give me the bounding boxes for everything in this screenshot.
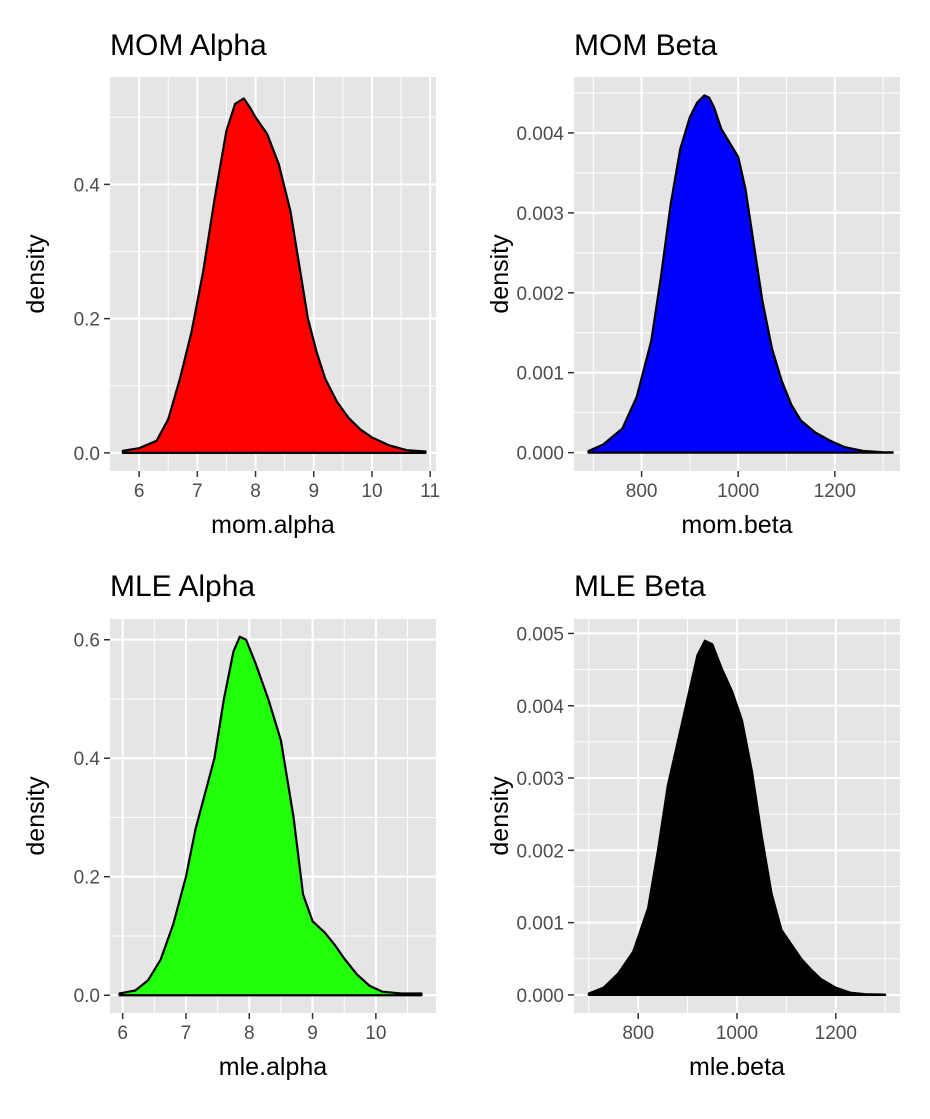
- panel-title: MLE Alpha: [110, 570, 255, 603]
- y-tick-label: 0.6: [74, 631, 100, 652]
- x-tick-label: 10: [361, 481, 382, 502]
- density-area: [587, 94, 894, 454]
- x-tick-label: 8: [250, 481, 261, 502]
- y-tick-label: 0.4: [74, 749, 101, 770]
- x-tick-label: 8: [244, 1023, 255, 1044]
- x-axis-title: mom.beta: [681, 511, 792, 539]
- density-area: [118, 635, 423, 997]
- y-tick-label: 0.0: [74, 986, 100, 1007]
- x-tick-label: 6: [134, 481, 145, 502]
- x-axis-title: mle.alpha: [219, 1053, 327, 1081]
- panel-title: MLE Beta: [574, 570, 706, 603]
- y-tick-label: 0.002: [516, 284, 564, 305]
- panel-title: MOM Alpha: [110, 29, 267, 62]
- x-tick-label: 1200: [815, 1023, 857, 1044]
- y-tick-label: 0.2: [74, 310, 100, 331]
- y-axis-title: density: [486, 234, 514, 314]
- y-axis-title: density: [22, 776, 50, 856]
- panel-title: MOM Beta: [574, 29, 718, 62]
- y-tick-label: 0.003: [516, 769, 564, 790]
- panel-1: 6 7 8 9 10 11 0.0 0.2 0.4 MOM Alpha mom.alpha densi…: [22, 29, 440, 539]
- density-area: [121, 97, 427, 454]
- x-tick-label: 7: [181, 1023, 192, 1044]
- y-tick-label: 0.2: [74, 868, 100, 889]
- y-axis-title: density: [22, 234, 50, 314]
- x-tick-label: 1200: [814, 481, 856, 502]
- x-tick-label: 1000: [716, 1023, 758, 1044]
- panel-2: 800 1000 1200 0.000 0.001 0.002 0.003 0.004 MOM …: [486, 29, 900, 539]
- x-tick-label: 9: [308, 481, 319, 502]
- y-axis-title: density: [486, 776, 514, 856]
- x-axis-title: mom.alpha: [211, 511, 335, 539]
- y-tick-label: 0.002: [516, 841, 564, 862]
- y-tick-label: 0.003: [516, 204, 564, 225]
- y-tick-label: 0.000: [516, 986, 564, 1007]
- x-tick-label: 11: [420, 481, 440, 502]
- y-tick-label: 0.4: [74, 175, 101, 196]
- y-tick-label: 0.004: [516, 124, 564, 145]
- panel-3: 6 7 8 9 10 0.0 0.2 0.4 0.6 MLE Alpha mle.alpha dens…: [22, 570, 436, 1081]
- y-tick-label: 0.001: [516, 914, 564, 935]
- y-tick-label: 0.004: [516, 697, 564, 718]
- panel-4: 800 1000 1200 0.000 0.001 0.002 0.003 0.004 0.00…: [486, 570, 900, 1081]
- x-tick-label: 6: [117, 1023, 128, 1044]
- x-tick-label: 9: [307, 1023, 318, 1044]
- x-tick-label: 800: [622, 1023, 654, 1044]
- y-tick-label: 0.005: [516, 624, 564, 645]
- y-tick-label: 0.000: [516, 444, 564, 465]
- y-tick-label: 0.001: [516, 364, 564, 385]
- density-area: [587, 639, 887, 997]
- y-tick-label: 0.0: [74, 444, 100, 465]
- x-tick-label: 7: [192, 481, 203, 502]
- x-axis-title: mle.beta: [689, 1053, 785, 1081]
- x-tick-label: 800: [626, 481, 658, 502]
- x-tick-label: 1000: [717, 481, 759, 502]
- x-tick-label: 10: [365, 1023, 386, 1044]
